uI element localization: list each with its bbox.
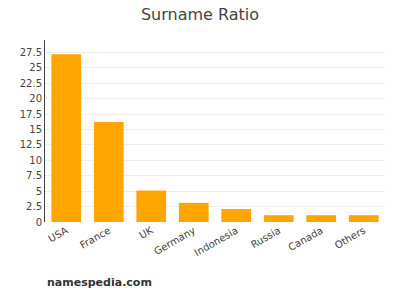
svg-text:27.5: 27.5 bbox=[20, 47, 42, 58]
svg-text:25: 25 bbox=[29, 62, 42, 73]
svg-text:2.5: 2.5 bbox=[26, 201, 42, 212]
svg-text:namespedia.com: namespedia.com bbox=[47, 276, 152, 289]
svg-text:10: 10 bbox=[29, 155, 42, 166]
svg-text:15: 15 bbox=[29, 124, 42, 135]
svg-text:Canada: Canada bbox=[286, 225, 324, 254]
svg-text:7.5: 7.5 bbox=[26, 170, 42, 181]
svg-text:Others: Others bbox=[333, 225, 368, 251]
svg-text:12.5: 12.5 bbox=[20, 139, 42, 150]
svg-text:Indonesia: Indonesia bbox=[192, 225, 239, 259]
svg-text:Germany: Germany bbox=[152, 224, 197, 257]
svg-text:UK: UK bbox=[137, 224, 155, 241]
svg-text:17.5: 17.5 bbox=[20, 109, 42, 120]
svg-text:20: 20 bbox=[29, 93, 42, 104]
svg-text:22.5: 22.5 bbox=[20, 78, 42, 89]
svg-text:5: 5 bbox=[36, 186, 42, 197]
svg-text:0: 0 bbox=[36, 217, 42, 228]
svg-text:Russia: Russia bbox=[249, 225, 282, 251]
svg-text:USA: USA bbox=[46, 224, 70, 244]
svg-text:France: France bbox=[78, 225, 112, 251]
svg-text:Surname Ratio: Surname Ratio bbox=[141, 5, 259, 24]
